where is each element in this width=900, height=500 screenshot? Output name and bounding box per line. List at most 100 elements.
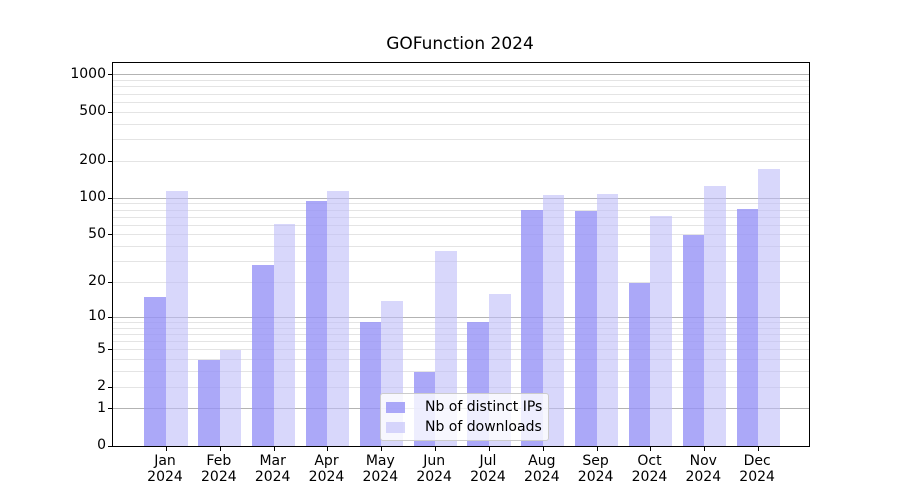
x-tick-label-sep: Sep 2024	[577, 453, 614, 485]
x-tick-may	[381, 446, 383, 451]
bar-nb-of-distinct-ips-oct	[628, 282, 651, 446]
bar-nb-of-distinct-ips-dec	[736, 208, 759, 446]
bar-nb-of-distinct-ips-aug	[521, 210, 543, 446]
y-gridline-minor-90	[113, 203, 809, 205]
x-tick-label-oct: Oct 2024	[631, 453, 668, 485]
y-gridline-minor-800	[113, 86, 809, 88]
y-tick-20	[108, 281, 113, 283]
y-tick-50	[108, 234, 113, 236]
bar-nb-of-downloads-feb	[219, 349, 242, 446]
y-gridline-minor-30	[113, 261, 809, 263]
y-gridline-minor-600	[113, 101, 809, 103]
bar-nb-of-distinct-ips-nov	[682, 234, 705, 446]
bar-nb-of-downloads-apr	[327, 191, 350, 446]
x-tick-jun	[435, 446, 437, 451]
y-tick-10	[108, 316, 113, 318]
x-tick-aug	[542, 446, 544, 451]
y-gridline-minor-50	[113, 234, 809, 236]
y-gridline-minor-500	[113, 111, 809, 113]
y-gridline-minor-20	[113, 281, 809, 283]
x-tick-label-dec: Dec 2024	[739, 453, 775, 485]
bar-nb-of-downloads-mar	[273, 223, 296, 446]
y-gridline-minor-8	[113, 327, 809, 329]
x-tick-label-jan: Jan 2024	[147, 453, 183, 485]
y-gridline-major-100	[113, 197, 809, 199]
y-gridline-minor-2	[113, 386, 809, 388]
x-tick-mar	[273, 446, 275, 451]
x-tick-oct	[650, 446, 652, 451]
y-gridline-minor-40	[113, 246, 809, 248]
x-tick-label-nov: Nov 2024	[685, 453, 722, 485]
y-gridline-minor-6	[113, 340, 809, 342]
bar-nb-of-downloads-oct	[650, 215, 673, 446]
bar-nb-of-downloads-dec	[758, 168, 780, 446]
y-tick-100	[108, 197, 113, 199]
bar-nb-of-distinct-ips-apr	[305, 201, 328, 446]
bar-nb-of-distinct-ips-feb	[198, 359, 220, 446]
x-tick-label-jul: Jul 2024	[470, 453, 506, 485]
legend-label-downloads: Nb of downloads	[425, 419, 542, 435]
bar-nb-of-downloads-aug	[542, 194, 565, 446]
x-tick-apr	[327, 446, 329, 451]
y-tick-label-200: 200	[79, 152, 106, 169]
y-tick-5	[108, 349, 113, 351]
y-gridline-minor-3	[113, 371, 809, 373]
bar-nb-of-downloads-sep	[596, 194, 619, 446]
legend-swatch-distinct-ips	[386, 401, 405, 413]
y-gridline-minor-70	[113, 216, 809, 218]
x-tick-jan	[166, 446, 167, 451]
bar-nb-of-distinct-ips-mar	[252, 265, 274, 446]
legend-swatch-downloads	[386, 421, 405, 433]
legend: Nb of distinct IPs Nb of downloads	[380, 393, 550, 441]
x-tick-dec	[758, 446, 760, 451]
y-tick-label-1: 1	[97, 399, 106, 416]
y-tick-label-10: 10	[88, 308, 106, 325]
y-tick-label-500: 500	[79, 103, 106, 120]
y-tick-1	[108, 408, 113, 410]
x-tick-label-jun: Jun 2024	[416, 453, 452, 485]
x-tick-label-feb: Feb 2024	[201, 453, 237, 485]
y-gridline-minor-400	[113, 123, 809, 125]
y-tick-label-100: 100	[79, 189, 106, 206]
y-gridline-minor-80	[113, 209, 809, 211]
x-tick-sep	[596, 446, 598, 451]
y-tick-label-5: 5	[97, 340, 106, 357]
x-tick-label-may: May 2024	[362, 453, 399, 485]
y-tick-label-50: 50	[88, 225, 106, 242]
bar-nb-of-distinct-ips-jan	[144, 297, 166, 446]
bar-nb-of-distinct-ips-sep	[575, 211, 597, 446]
bar-nb-of-distinct-ips-may	[359, 322, 382, 446]
y-gridline-minor-300	[113, 139, 809, 140]
y-tick-label-20: 20	[88, 273, 106, 290]
chart-title: GOFunction 2024	[386, 34, 534, 54]
x-tick-feb	[219, 446, 221, 451]
y-tick-label-0: 0	[97, 437, 106, 453]
y-gridline-minor-900	[113, 80, 809, 82]
plot-area	[108, 62, 810, 451]
y-gridline-minor-60	[113, 224, 809, 226]
y-gridline-minor-5	[113, 349, 809, 351]
y-tick-200	[108, 160, 113, 162]
legend-item-distinct-ips: Nb of distinct IPs	[386, 397, 542, 417]
x-tick-label-apr: Apr 2024	[308, 453, 345, 485]
y-gridline-minor-700	[113, 93, 809, 95]
x-tick-jul	[488, 446, 490, 451]
y-gridline-minor-9	[113, 321, 809, 323]
y-gridline-major-10	[113, 316, 809, 318]
y-tick-label-1000: 1000	[70, 65, 106, 82]
y-gridline-minor-4	[113, 359, 809, 361]
y-gridline-minor-7	[113, 333, 809, 335]
legend-item-downloads: Nb of downloads	[386, 417, 542, 437]
bar-nb-of-downloads-nov	[704, 185, 726, 446]
y-tick-1000	[108, 74, 113, 76]
y-tick-500	[108, 111, 113, 113]
x-tick-nov	[704, 446, 706, 451]
y-tick-label-2: 2	[97, 378, 106, 394]
y-gridline-major-1000	[113, 74, 809, 76]
y-tick-0	[108, 445, 113, 447]
bar-nb-of-downloads-jan	[166, 190, 188, 446]
x-tick-label-aug: Aug 2024	[523, 453, 560, 485]
x-tick-label-mar: Mar 2024	[254, 453, 291, 485]
legend-label-distinct-ips: Nb of distinct IPs	[425, 399, 543, 415]
